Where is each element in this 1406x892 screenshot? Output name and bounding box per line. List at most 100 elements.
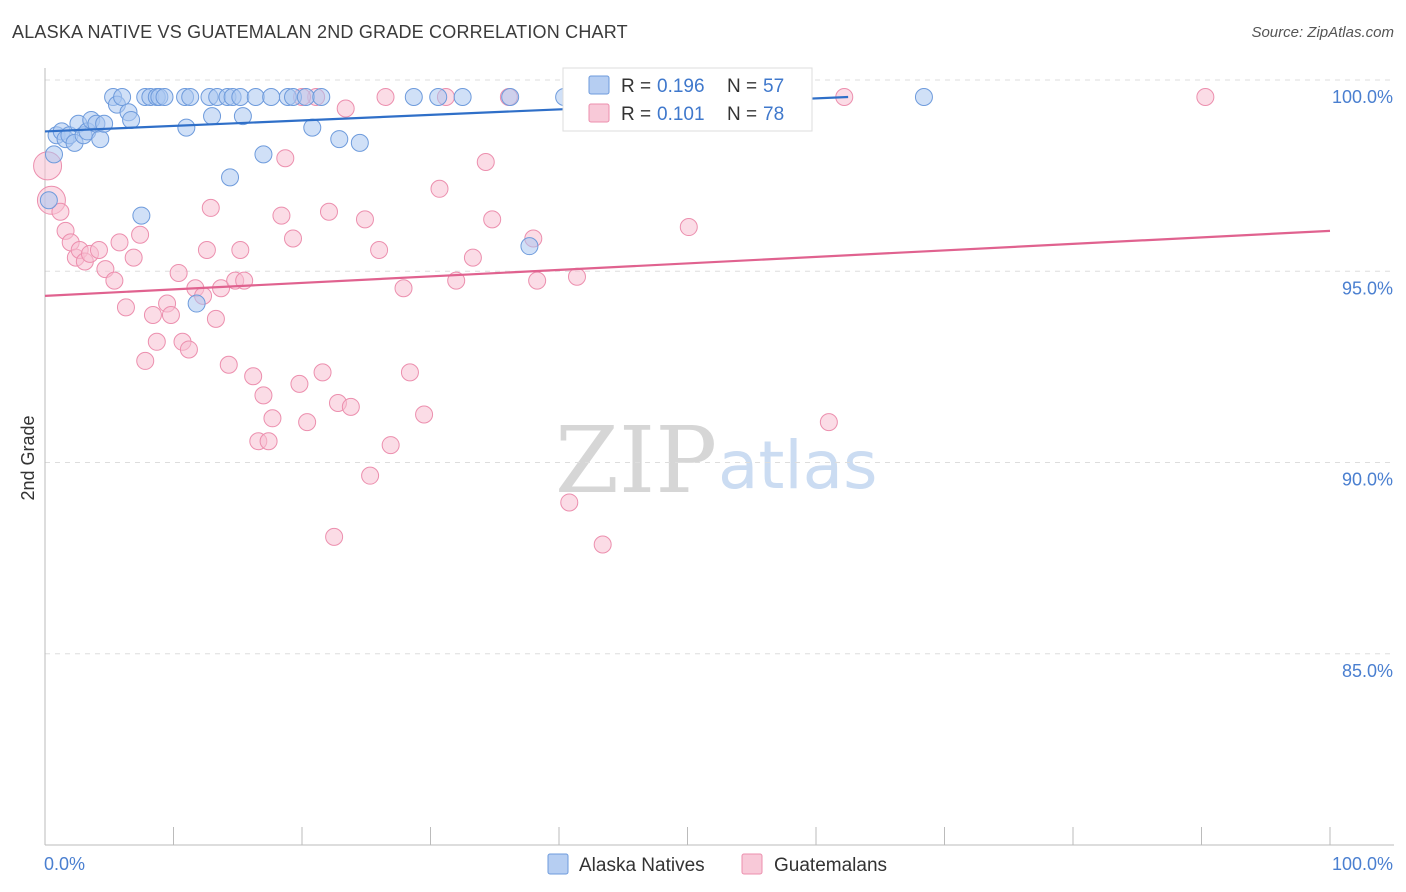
legend-n-label-guatemalan: N = [727, 104, 757, 125]
guatemalan-point [415, 405, 434, 424]
guatemalan-trend-line [44, 229, 1331, 297]
legend-bottom-swatch-guatemalan [741, 853, 763, 875]
legend-r-label-alaska: R = [621, 76, 651, 97]
x-tick-label-right: 100.0% [1332, 854, 1393, 874]
legend-r-value-alaska: 0.196 [657, 76, 705, 97]
guatemalan-point [51, 202, 70, 221]
alaska-native-point [233, 107, 252, 126]
guatemalan-point [430, 179, 449, 198]
guatemalan-point [89, 241, 108, 259]
legend-stats: R = 0.196 N = 57 R = 0.101 N = 78 [562, 67, 813, 132]
alaska-native-point [453, 88, 472, 106]
legend-r-label-guatemalan: R = [621, 104, 651, 125]
guatemalan-point [161, 306, 180, 325]
legend-n-value-alaska: 57 [763, 76, 784, 97]
guatemalan-point [276, 149, 295, 168]
legend-bottom-swatch-alaska [547, 853, 569, 875]
guatemalan-point [298, 413, 317, 432]
alaska-native-point [177, 118, 196, 137]
alaska-native-point [330, 130, 349, 149]
guatemalan-point [313, 363, 332, 382]
alaska-native-point [429, 88, 448, 106]
alaska-native-point [132, 206, 151, 225]
guatemalan-point [341, 397, 360, 416]
guatemalan-point [124, 248, 143, 267]
guatemalan-point [567, 267, 586, 286]
alaska-native-point [113, 88, 132, 106]
guatemalan-point [679, 218, 698, 237]
x-tick-label-left: 0.0% [44, 854, 85, 874]
alaska-native-point [501, 88, 520, 106]
guatemalan-point [231, 241, 250, 259]
guatemalan-point [336, 99, 355, 118]
alaska-native-point [914, 88, 933, 106]
alaska-native-point [187, 294, 206, 313]
alaska-native-point [296, 88, 315, 106]
guatemalan-point [528, 271, 547, 290]
guatemalan-point [593, 535, 612, 554]
alaska-native-point [520, 237, 539, 256]
y-tick-label: 85.0% [1342, 661, 1393, 681]
guatemalan-point [219, 355, 238, 374]
guatemalan-point [355, 210, 374, 229]
guatemalan-point [394, 279, 413, 298]
y-tick-label: 95.0% [1342, 278, 1393, 298]
guatemalan-point [197, 241, 216, 259]
alaska-native-point [350, 133, 369, 152]
guatemalan-point [263, 409, 282, 428]
guatemalan-point [483, 210, 502, 229]
alaska-native-point [312, 88, 331, 106]
guatemalan-point [131, 225, 150, 244]
guatemalan-point [560, 493, 579, 512]
alaska-native-point [254, 145, 273, 164]
guatemalan-point [400, 363, 419, 382]
guatemalan-point [370, 241, 389, 259]
legend-n-label-alaska: N = [727, 76, 757, 97]
alaska-native-point [122, 110, 141, 129]
guatemalan-point [147, 332, 166, 351]
tick-labels: 100.0% 95.0% 90.0% 85.0% 0.0% 100.0% [44, 87, 1393, 874]
guatemalan-point [136, 351, 155, 370]
guatemalan-point [376, 88, 395, 106]
alaska-native-point [262, 88, 281, 106]
alaska-native-point [203, 107, 222, 126]
alaska-native-point [39, 191, 58, 210]
legend-swatch-alaska [588, 75, 610, 95]
guatemalan-point [206, 309, 225, 328]
guatemalan-point [819, 413, 838, 432]
alaska-native-point [404, 88, 423, 106]
alaska-native-point [44, 145, 63, 164]
watermark-atlas: atlas [718, 427, 878, 504]
legend-bottom-label-alaska: Alaska Natives [579, 855, 705, 876]
guatemalan-point [143, 306, 162, 325]
guatemalan-point [259, 432, 278, 451]
alaska-native-point [155, 88, 174, 106]
guatemalan-point [110, 233, 129, 252]
alaska-native-point [246, 88, 265, 106]
y-axis-label: 2nd Grade [18, 415, 38, 500]
guatemalan-point [1196, 88, 1215, 106]
watermark-zip: ZIP [555, 407, 717, 514]
alaska-native-point [303, 118, 322, 137]
guatemalan-point [319, 202, 338, 221]
guatemalan-point [463, 248, 482, 267]
alaska-native-point [91, 130, 110, 149]
legend-bottom-label-guatemalan: Guatemalans [774, 855, 887, 876]
guatemalan-point [116, 298, 135, 317]
y-tick-label: 100.0% [1332, 87, 1393, 107]
chart-title: ALASKA NATIVE VS GUATEMALAN 2ND GRADE CO… [12, 22, 628, 42]
guatemalan-point [244, 367, 263, 386]
guatemalan-point [476, 153, 495, 172]
legend-series: Alaska Natives Guatemalans [547, 853, 887, 876]
guatemalan-point [105, 271, 124, 290]
legend-r-value-guatemalan: 0.101 [657, 104, 705, 125]
guatemalan-point [272, 206, 291, 225]
guatemalan-point [325, 527, 344, 546]
guatemalan-point [381, 436, 400, 455]
alaska-native-point [231, 88, 250, 106]
guatemalan-point [201, 198, 220, 217]
alaska-native-point [181, 88, 200, 106]
guatemalan-point [179, 340, 198, 359]
guatemalan-point [290, 374, 309, 393]
